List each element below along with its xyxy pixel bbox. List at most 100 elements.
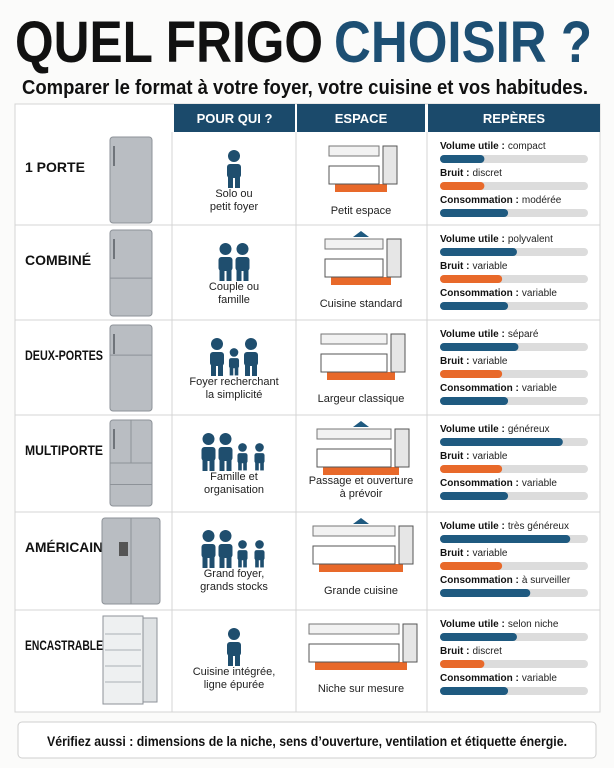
gauge-value: très généreux	[508, 521, 569, 532]
person-body	[254, 550, 265, 561]
space-text: Passage et ouverture	[309, 475, 414, 487]
gauge-label: Consommation :	[440, 575, 519, 586]
row-label: DEUX-PORTES	[25, 347, 103, 363]
kitchen-rug	[335, 184, 387, 192]
kitchen-upper	[320, 333, 388, 345]
row-label: AMÉRICAIN	[25, 539, 103, 555]
person-head	[236, 243, 249, 255]
gauge-fill	[440, 275, 503, 283]
person-body	[218, 544, 233, 558]
kitchen-rug	[315, 662, 407, 670]
gauge-label: Volume utile :	[440, 424, 505, 435]
kitchen-fridge	[402, 623, 418, 663]
person-leg	[219, 459, 225, 471]
person-body	[235, 257, 250, 271]
person-leg	[229, 366, 234, 376]
person-leg	[202, 459, 208, 471]
gauge-value: modérée	[522, 195, 562, 206]
row-label: ENCASTRABLE	[25, 637, 103, 653]
gauge-fill	[440, 397, 509, 405]
gauge-fill	[440, 438, 563, 446]
row-label: COMBINÉ	[25, 252, 91, 268]
gauge-label: Consommation :	[440, 195, 519, 206]
kitchen-upper	[328, 145, 380, 157]
person-body	[201, 447, 216, 461]
person-head	[245, 338, 257, 350]
gauge-label: Volume utile :	[440, 329, 505, 340]
gauge-label: Consommation :	[440, 478, 519, 489]
audience-text: grands stocks	[200, 581, 268, 593]
gauge-fill	[440, 182, 485, 190]
person-leg	[218, 364, 223, 376]
person-leg	[219, 556, 225, 568]
row-label: 1 PORTE	[25, 159, 85, 175]
fridge-dispenser	[119, 542, 128, 556]
person-leg	[243, 558, 247, 568]
fridge-body	[109, 229, 153, 317]
fridge-body	[102, 615, 144, 705]
person-leg	[202, 556, 208, 568]
gauge-fill	[440, 209, 509, 217]
person-body	[218, 447, 233, 461]
kitchen-counter	[308, 643, 400, 663]
gauge-value: variable	[472, 451, 507, 462]
space-text: Niche sur mesure	[318, 683, 404, 695]
gauge-value: séparé	[508, 329, 539, 340]
kitchen-fridge	[394, 428, 410, 468]
subtitle: Comparer le format à votre foyer, votre …	[22, 77, 588, 99]
gauge-label: Bruit :	[440, 168, 469, 179]
gauge-label: Volume utile :	[440, 619, 505, 630]
person-leg	[235, 654, 240, 666]
person-head	[255, 540, 264, 549]
person-leg	[209, 459, 215, 471]
person-body	[210, 352, 224, 366]
gauge-label: Volume utile :	[440, 141, 505, 152]
person-head	[202, 530, 215, 542]
gauge-fill	[440, 589, 531, 597]
kitchen-rug	[331, 277, 391, 285]
kitchen-fridge	[382, 145, 398, 185]
kitchen-lamp	[353, 231, 369, 237]
person-body	[237, 550, 248, 561]
person-leg	[252, 364, 257, 376]
person-body	[254, 453, 265, 464]
fridge-body	[109, 136, 153, 224]
person-body	[227, 164, 241, 178]
gauge-value: variable	[522, 673, 557, 684]
column-header-text: POUR QUI ?	[197, 111, 273, 126]
person-body	[218, 257, 233, 271]
gauge-fill	[440, 633, 517, 641]
person-head	[238, 540, 247, 549]
person-body	[228, 358, 240, 369]
kitchen-counter	[320, 353, 388, 373]
audience-text: petit foyer	[210, 201, 259, 213]
person-head	[219, 243, 232, 255]
audience-text: ligne épurée	[204, 679, 265, 691]
kitchen-upper	[308, 623, 400, 635]
column-header	[428, 104, 600, 132]
audience-text: Solo ou	[215, 188, 252, 200]
kitchen-lamp	[353, 518, 369, 524]
gauge-fill	[440, 343, 519, 351]
gauge-value: polyvalent	[508, 234, 553, 245]
person-body	[244, 352, 258, 366]
gauge-fill	[440, 562, 503, 570]
person-leg	[226, 459, 232, 471]
person-body	[227, 642, 241, 656]
gauge-fill	[440, 465, 503, 473]
space-text: Grande cuisine	[324, 585, 398, 597]
audience-text: Foyer recherchant	[189, 376, 278, 388]
title-part2: CHOISIR ?	[334, 10, 592, 75]
person-leg	[226, 556, 232, 568]
gauge-fill	[440, 660, 485, 668]
kitchen-lamp	[353, 421, 369, 427]
person-head	[238, 443, 247, 452]
audience-text: Couple ou	[209, 281, 259, 293]
space-text: Cuisine standard	[320, 298, 403, 310]
gauge-value: variable	[522, 288, 557, 299]
gauge-value: variable	[472, 548, 507, 559]
person-leg	[234, 366, 239, 376]
fridge-body	[109, 324, 153, 412]
column-header-text: ESPACE	[335, 111, 388, 126]
